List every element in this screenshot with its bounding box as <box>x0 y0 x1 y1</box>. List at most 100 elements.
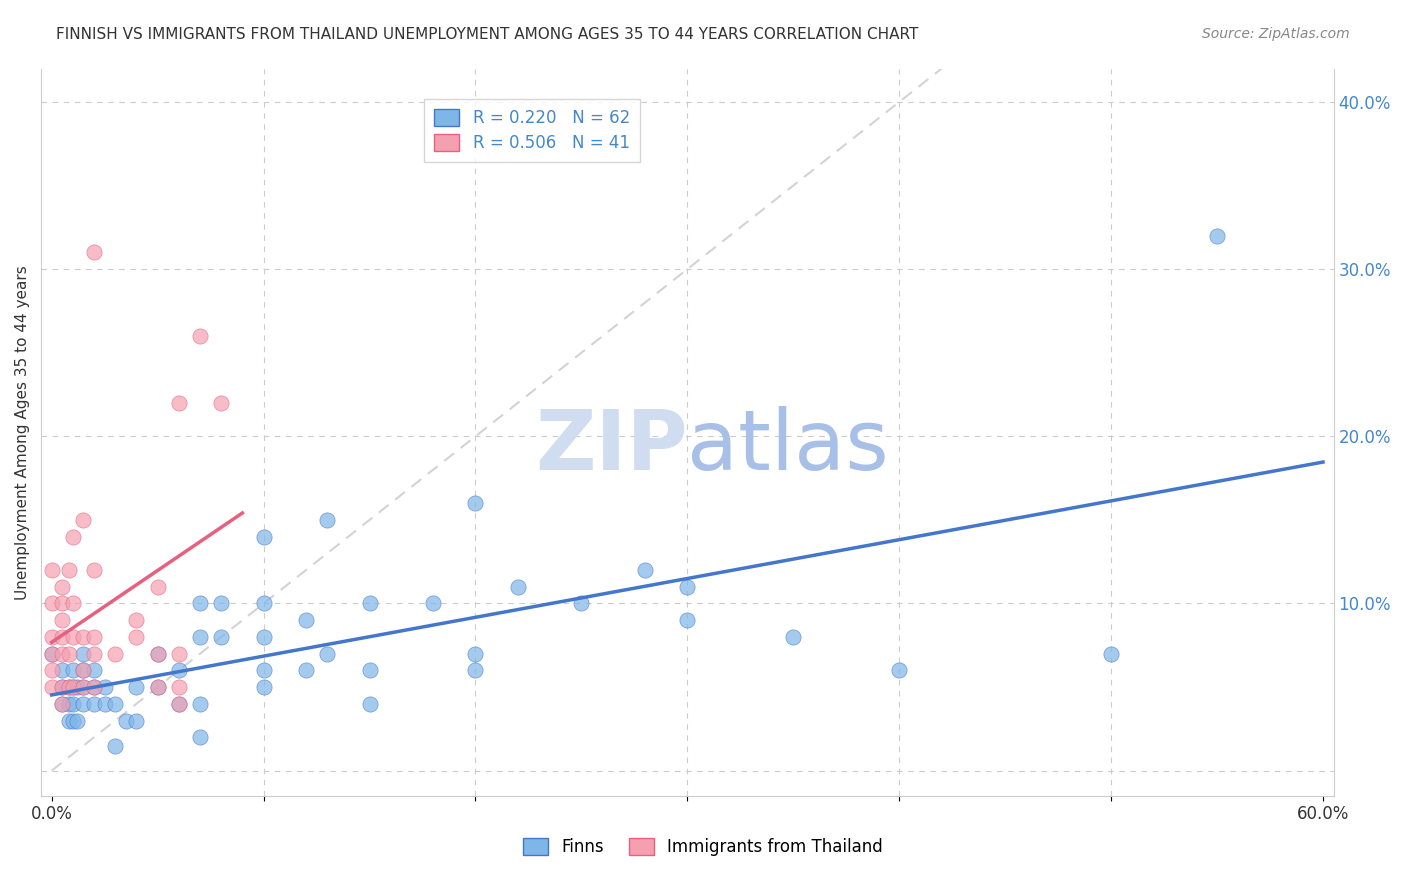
Point <box>66 680 89 694</box>
Point <box>782 630 804 644</box>
Point <box>422 597 444 611</box>
Point <box>295 664 318 678</box>
Point <box>62 680 84 694</box>
Point <box>62 680 84 694</box>
Point <box>115 714 138 728</box>
Legend: Finns, Immigrants from Thailand: Finns, Immigrants from Thailand <box>513 828 893 866</box>
Point <box>167 647 190 661</box>
Point <box>1206 228 1229 243</box>
Point <box>359 697 381 711</box>
Point <box>62 597 84 611</box>
Point <box>125 714 148 728</box>
Point <box>252 530 274 544</box>
Point <box>676 613 699 627</box>
Point <box>167 697 190 711</box>
Point <box>146 680 169 694</box>
Point <box>51 630 73 644</box>
Point <box>83 664 105 678</box>
Point <box>295 613 318 627</box>
Point <box>1099 647 1122 661</box>
Point <box>83 680 105 694</box>
Point <box>125 680 148 694</box>
Point <box>41 563 63 577</box>
Point <box>188 731 211 745</box>
Point <box>104 697 127 711</box>
Point <box>41 630 63 644</box>
Text: FINNISH VS IMMIGRANTS FROM THAILAND UNEMPLOYMENT AMONG AGES 35 TO 44 YEARS CORRE: FINNISH VS IMMIGRANTS FROM THAILAND UNEM… <box>56 27 918 42</box>
Point <box>72 680 94 694</box>
Point <box>51 680 73 694</box>
Point <box>359 664 381 678</box>
Point <box>58 714 80 728</box>
Point <box>62 630 84 644</box>
Point <box>62 530 84 544</box>
Point <box>58 680 80 694</box>
Point <box>83 563 105 577</box>
Point <box>66 714 89 728</box>
Point <box>72 647 94 661</box>
Point <box>51 580 73 594</box>
Point <box>41 647 63 661</box>
Point <box>316 513 339 527</box>
Point <box>104 647 127 661</box>
Point <box>146 580 169 594</box>
Point <box>58 647 80 661</box>
Text: atlas: atlas <box>688 406 889 487</box>
Point <box>125 630 148 644</box>
Point <box>167 664 190 678</box>
Point <box>252 664 274 678</box>
Legend: R = 0.220   N = 62, R = 0.506   N = 41: R = 0.220 N = 62, R = 0.506 N = 41 <box>425 99 640 161</box>
Point <box>83 647 105 661</box>
Point <box>146 647 169 661</box>
Point <box>464 496 486 510</box>
Point <box>889 664 911 678</box>
Point <box>72 513 94 527</box>
Point <box>51 647 73 661</box>
Point <box>104 739 127 753</box>
Point <box>51 697 73 711</box>
Point <box>72 630 94 644</box>
Point <box>41 647 63 661</box>
Point <box>146 647 169 661</box>
Point <box>252 680 274 694</box>
Point <box>58 697 80 711</box>
Point <box>359 597 381 611</box>
Point <box>72 664 94 678</box>
Point <box>146 680 169 694</box>
Point <box>51 664 73 678</box>
Point <box>41 597 63 611</box>
Point <box>188 697 211 711</box>
Point <box>58 563 80 577</box>
Point <box>125 613 148 627</box>
Y-axis label: Unemployment Among Ages 35 to 44 years: Unemployment Among Ages 35 to 44 years <box>15 265 30 599</box>
Point <box>83 245 105 260</box>
Point <box>51 680 73 694</box>
Point <box>51 613 73 627</box>
Point <box>72 697 94 711</box>
Point <box>188 597 211 611</box>
Point <box>464 647 486 661</box>
Point <box>41 664 63 678</box>
Point <box>571 597 593 611</box>
Point <box>83 630 105 644</box>
Point <box>464 664 486 678</box>
Point <box>83 697 105 711</box>
Point <box>58 680 80 694</box>
Point <box>209 396 232 410</box>
Point <box>676 580 699 594</box>
Point <box>316 647 339 661</box>
Point <box>93 697 115 711</box>
Point <box>62 714 84 728</box>
Point <box>51 697 73 711</box>
Point <box>93 680 115 694</box>
Point <box>188 630 211 644</box>
Point <box>209 630 232 644</box>
Point <box>188 329 211 343</box>
Point <box>252 597 274 611</box>
Point <box>167 396 190 410</box>
Point <box>72 680 94 694</box>
Point <box>634 563 657 577</box>
Point <box>62 664 84 678</box>
Point <box>51 597 73 611</box>
Point <box>167 697 190 711</box>
